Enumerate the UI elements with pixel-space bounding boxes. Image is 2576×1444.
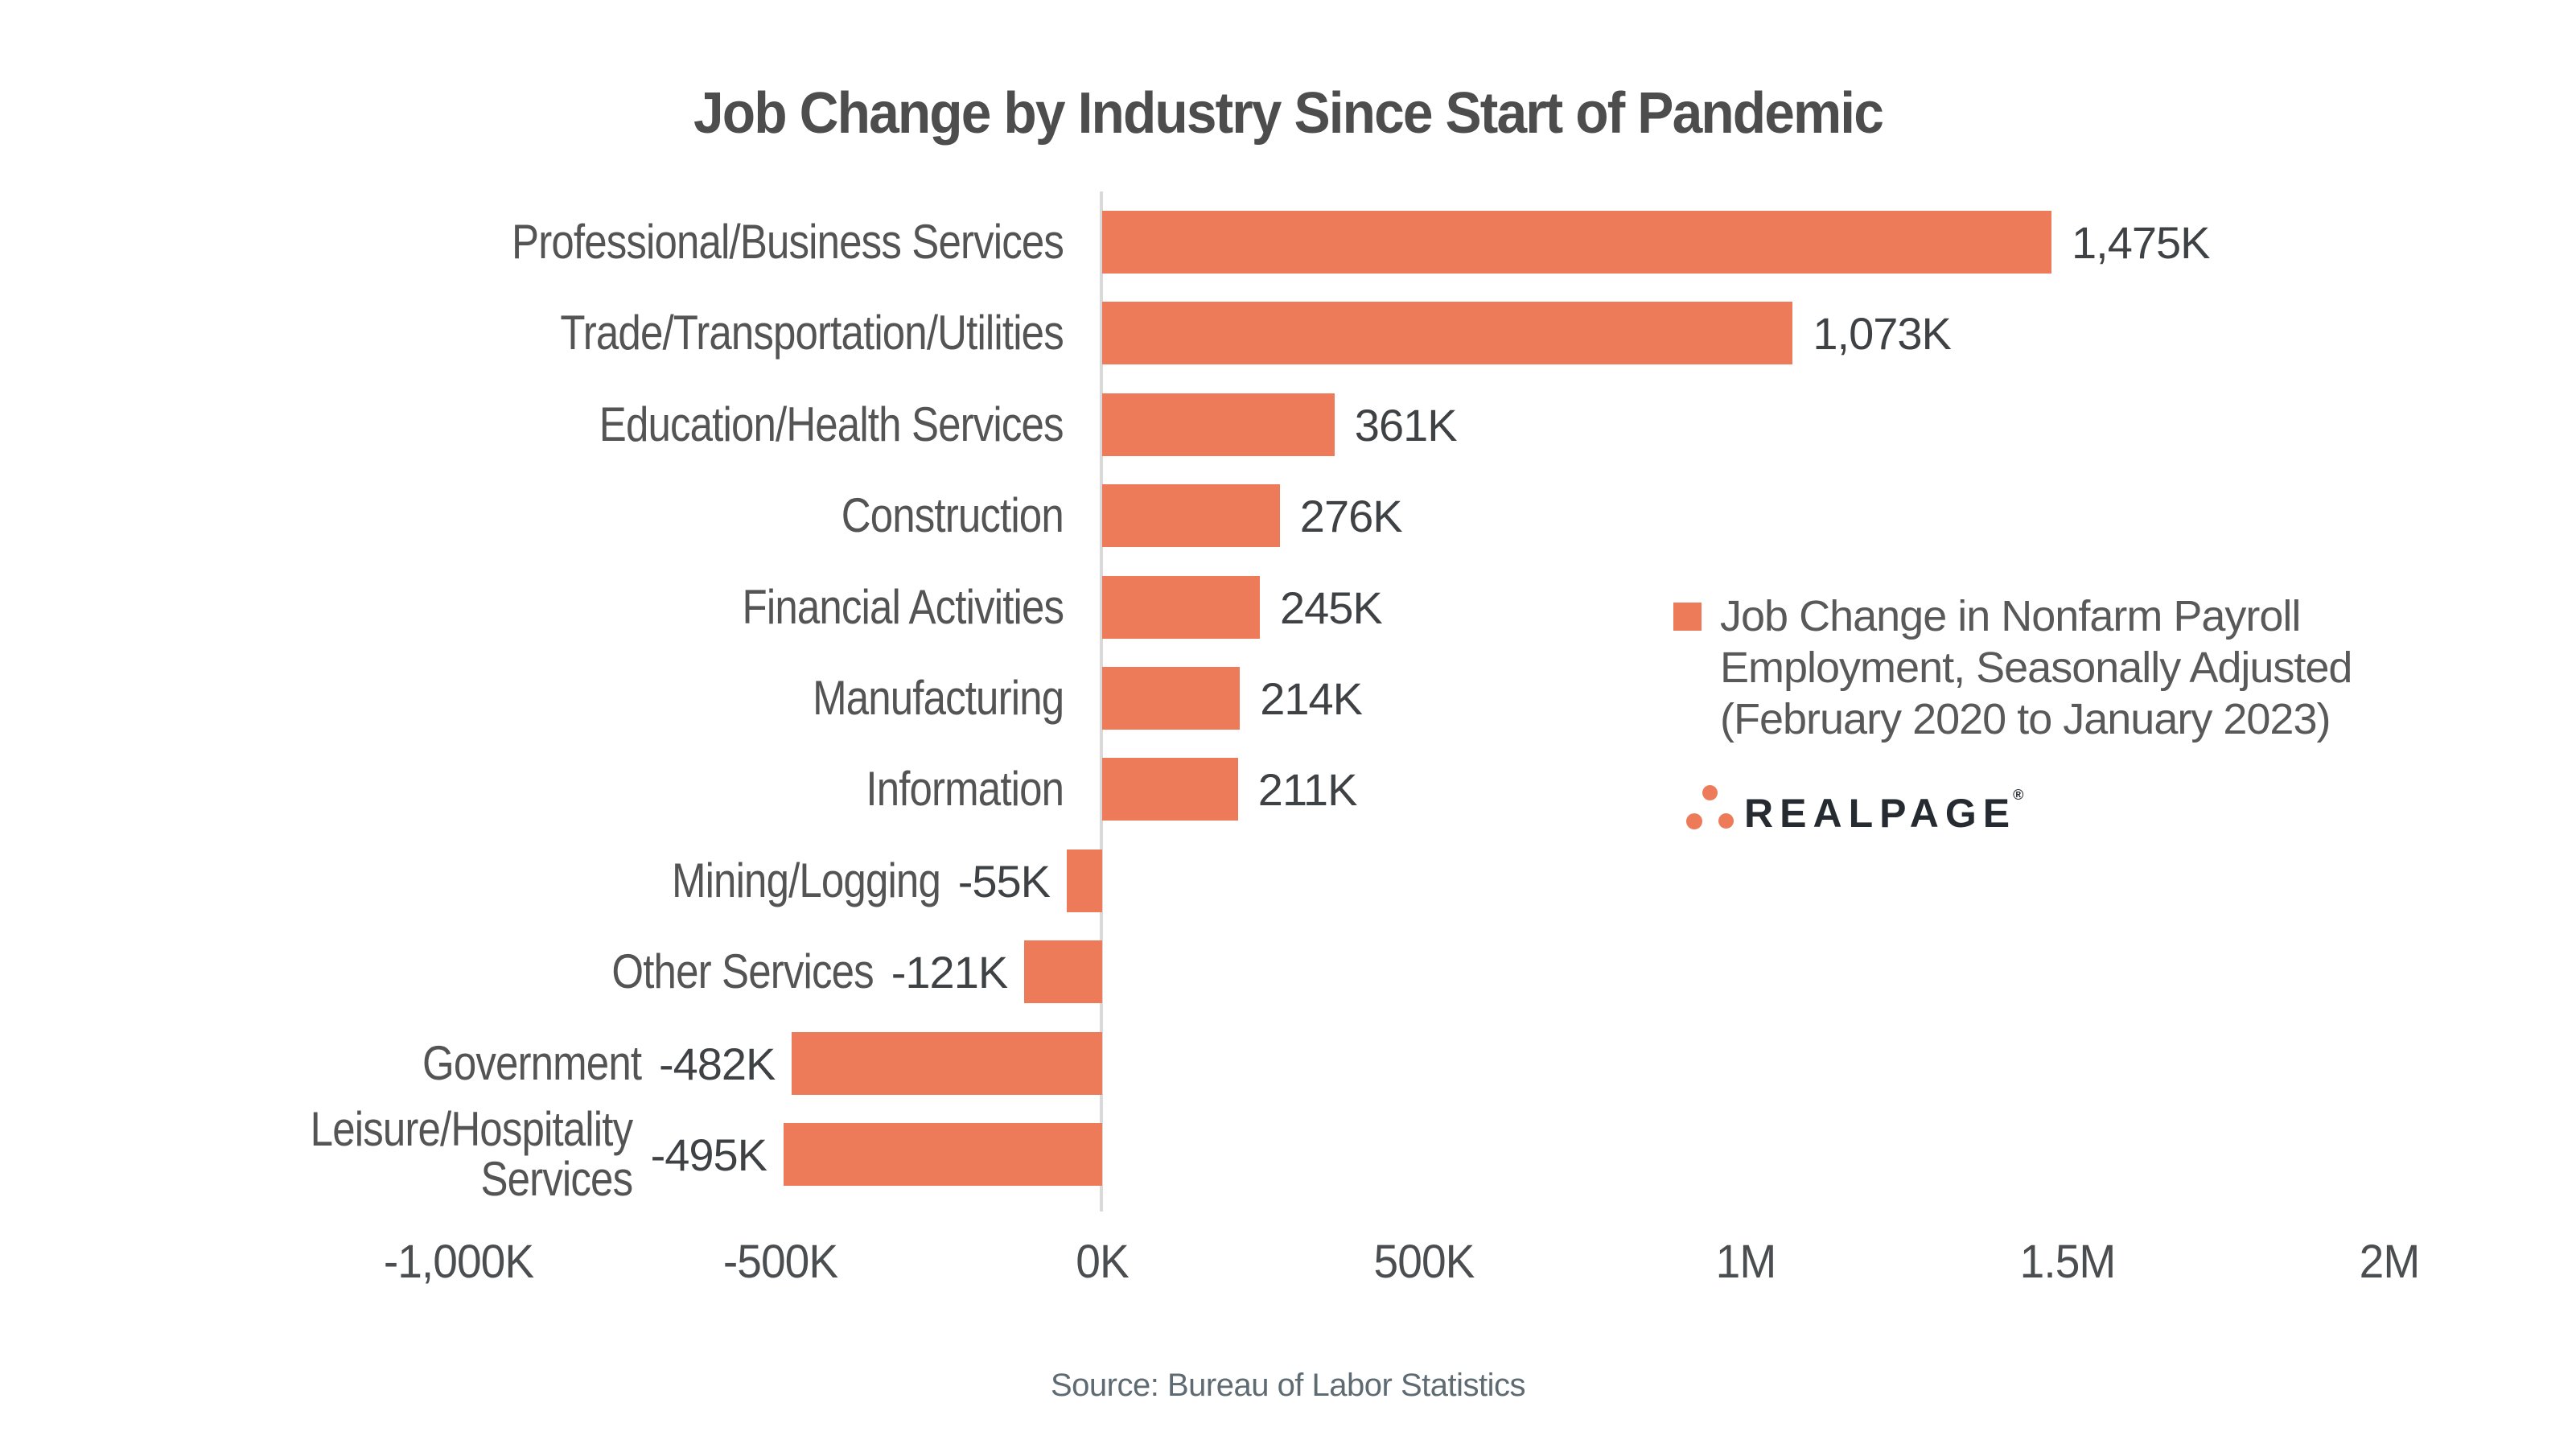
value-label: 361K [1354,399,1458,450]
bar [1102,393,1335,456]
category-label: Manufacturing [812,671,1064,726]
value-label: 1,073K [1813,307,1951,359]
axis-tick-label: -500K [722,1235,838,1288]
legend-line: (February 2020 to January 2023) [1720,695,2331,743]
logo-dot-icon [1718,813,1734,829]
bar [1024,940,1102,1003]
axis-tick-label: 1.5M [2019,1235,2117,1288]
axis-tick-label: 2M [2359,1235,2421,1288]
registered-mark: ® [2013,787,2024,803]
category-label: Leisure/Hospitality Services [311,1102,633,1206]
logo-dot-icon [1686,813,1702,829]
bar [1067,850,1102,912]
value-label: 276K [1299,490,1403,541]
bar [1102,211,2051,274]
bar [1102,576,1260,639]
axis-tick-label: 1M [1715,1235,1777,1288]
category-label: Information [866,762,1064,817]
category-label: Construction [841,488,1064,543]
value-label: -121K [891,946,1008,998]
bar [792,1032,1102,1095]
value-label: 245K [1280,582,1383,633]
category-label: Government [422,1036,642,1091]
axis-tick-label: -1,000K [383,1235,534,1288]
category-label: Professional/Business Services [512,215,1064,269]
legend-text: Job Change in Nonfarm Payroll Employment… [1720,590,2444,745]
source-note: Source: Bureau of Labor Statistics [1051,1368,1526,1403]
legend-line: Employment, Seasonally Adjusted [1720,644,2352,692]
value-label: -495K [650,1129,767,1180]
value-label: -55K [957,855,1051,907]
bar [1102,758,1238,821]
axis-tick-label: 500K [1373,1235,1475,1288]
bar [1102,484,1280,547]
axis-tick-label: 0K [1076,1235,1129,1288]
logo-dot-icon [1702,785,1718,800]
value-label: 1,475K [2072,216,2210,268]
bar [1102,302,1793,364]
category-label: Education/Health Services [599,397,1064,452]
bar [784,1123,1102,1186]
value-label: -482K [658,1038,776,1089]
zero-axis-line [1100,191,1103,1212]
bar [1102,667,1241,730]
value-label: 214K [1260,673,1363,724]
category-label: Trade/Transportation/Utilities [560,306,1064,360]
category-label: Other Services [611,944,874,999]
realpage-logo-text: REALPAGE® [1744,787,2024,836]
category-label: Financial Activities [742,580,1064,635]
chart-title: Job Change by Industry Since Start of Pa… [693,81,1884,146]
value-label: 211K [1257,763,1358,815]
legend-marker-swatch [1673,603,1702,631]
category-label: Mining/Logging [671,854,941,908]
legend-line: Job Change in Nonfarm Payroll [1720,592,2301,640]
